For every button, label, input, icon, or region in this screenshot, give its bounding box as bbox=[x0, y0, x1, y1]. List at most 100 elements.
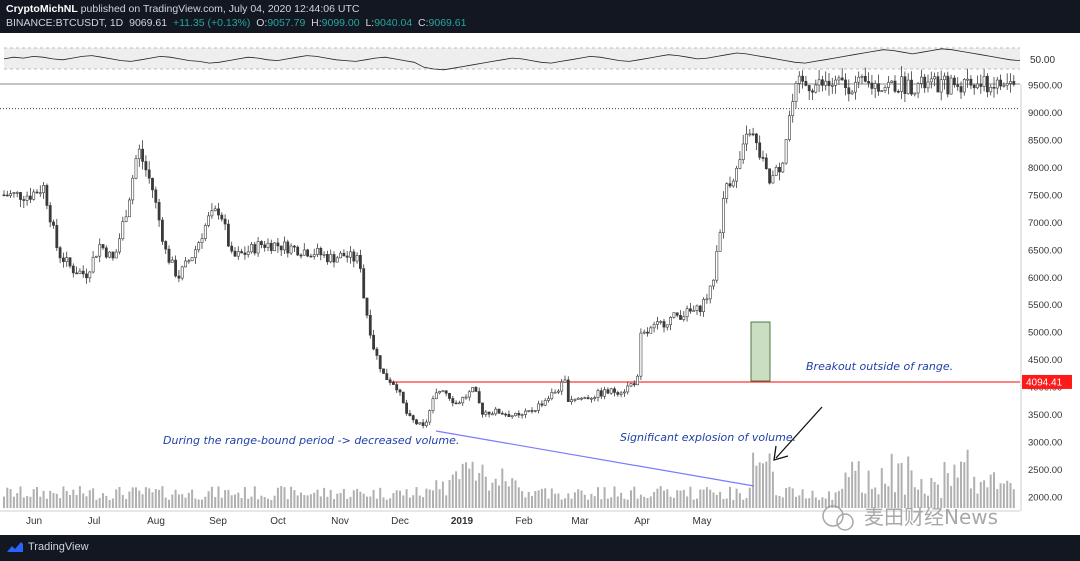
volume-bar bbox=[135, 487, 137, 508]
volume-bar bbox=[877, 494, 880, 508]
volume-bar bbox=[963, 462, 966, 508]
volume-bar bbox=[131, 487, 134, 508]
candle bbox=[626, 382, 630, 395]
footer-brand[interactable]: TradingView bbox=[28, 541, 89, 553]
candle bbox=[933, 72, 937, 87]
volume-bar bbox=[158, 489, 161, 508]
candle bbox=[131, 174, 135, 205]
volume-bar bbox=[610, 497, 613, 508]
candle bbox=[88, 270, 92, 283]
candle bbox=[104, 245, 108, 259]
candle bbox=[372, 330, 376, 351]
volume-bar bbox=[455, 471, 458, 508]
volume-bar bbox=[92, 488, 95, 508]
volume-bar bbox=[39, 496, 42, 508]
candle bbox=[38, 185, 42, 197]
price-tick-label: 3500.00 bbox=[1028, 410, 1062, 421]
volume-bar bbox=[108, 499, 111, 508]
candle bbox=[45, 183, 49, 210]
volume-bar bbox=[362, 493, 365, 508]
candle bbox=[916, 81, 920, 99]
volume-bar bbox=[742, 499, 745, 508]
candle bbox=[566, 376, 570, 402]
candle bbox=[266, 238, 270, 252]
volume-bar bbox=[144, 487, 147, 508]
candle bbox=[398, 388, 402, 396]
candle bbox=[487, 411, 491, 418]
time-tick-label: Jul bbox=[88, 516, 101, 527]
volume-bar bbox=[692, 499, 695, 508]
volume-bar bbox=[283, 487, 286, 508]
volume-bar bbox=[504, 481, 507, 508]
candle bbox=[550, 388, 554, 401]
volume-bar bbox=[105, 495, 108, 508]
volume-bar bbox=[979, 481, 982, 508]
volume-bar bbox=[811, 490, 814, 508]
volume-bar bbox=[686, 496, 689, 508]
symbol-label[interactable]: BINANCE:BTCUSDT, 1D bbox=[6, 17, 124, 29]
volume-bar bbox=[62, 486, 65, 508]
candle bbox=[685, 305, 689, 322]
volume-bar bbox=[346, 498, 349, 508]
volume-bar bbox=[527, 491, 530, 508]
volume-bar bbox=[366, 496, 368, 508]
volume-bar bbox=[960, 461, 962, 508]
volume-bar bbox=[118, 486, 121, 508]
volume-bar bbox=[422, 497, 425, 508]
candle bbox=[807, 84, 811, 100]
volume-bar bbox=[227, 490, 230, 508]
published-text: published on TradingView.com, July 04, 2… bbox=[80, 3, 360, 15]
candle bbox=[316, 243, 319, 258]
candle bbox=[794, 80, 798, 109]
candle bbox=[411, 414, 415, 423]
volume-bar bbox=[702, 489, 705, 508]
candle bbox=[781, 161, 785, 173]
volume-bar bbox=[560, 499, 563, 508]
candle bbox=[533, 409, 537, 413]
candle bbox=[679, 310, 682, 320]
candle bbox=[22, 195, 26, 209]
candle bbox=[269, 239, 273, 254]
time-axis[interactable]: Jun Jul Aug Sep Oct Nov Dec 2019 Feb Mar Apr May bbox=[26, 516, 712, 527]
candle bbox=[349, 246, 352, 264]
volume-bar bbox=[765, 461, 768, 508]
candle bbox=[840, 68, 844, 81]
tradingview-logo-icon[interactable] bbox=[6, 540, 24, 554]
volume-bar bbox=[950, 486, 953, 508]
candle bbox=[665, 324, 669, 331]
candle bbox=[365, 297, 369, 319]
volume-bar bbox=[125, 499, 128, 508]
candle bbox=[728, 176, 732, 189]
volume-bar bbox=[953, 464, 956, 508]
volume-bar bbox=[286, 499, 289, 508]
open-value: 9057.79 bbox=[267, 17, 306, 29]
volume-bar bbox=[438, 489, 441, 508]
candle bbox=[114, 249, 118, 259]
candle bbox=[128, 197, 131, 218]
candle bbox=[98, 238, 102, 263]
price-chart[interactable]: 50.00 9500.00 9000.00 8500.00 8000.00 7500.0… bbox=[0, 33, 1080, 535]
price-axis[interactable]: 9500.00 9000.00 8500.00 8000.00 7500.00 7000.… bbox=[1028, 81, 1062, 504]
volume-bar bbox=[55, 493, 58, 508]
candle bbox=[979, 74, 983, 94]
candle bbox=[144, 155, 148, 177]
candle bbox=[180, 265, 184, 281]
author-name[interactable]: CryptoMichNL bbox=[6, 3, 78, 15]
volume-bar bbox=[253, 486, 256, 508]
volume-bar bbox=[870, 489, 873, 508]
candle bbox=[636, 374, 640, 386]
candle bbox=[817, 69, 821, 92]
volume-bar bbox=[52, 493, 55, 508]
volume-bar bbox=[666, 489, 669, 508]
candle bbox=[322, 251, 326, 259]
volume-bar bbox=[669, 496, 672, 508]
volume-bar bbox=[834, 492, 837, 508]
volume-bar bbox=[9, 489, 12, 508]
volume-bar bbox=[138, 490, 141, 508]
volume-bar bbox=[649, 496, 652, 508]
candle bbox=[946, 71, 950, 98]
volume-bar bbox=[590, 493, 593, 508]
volume-bar bbox=[352, 490, 355, 508]
volume-bar bbox=[646, 498, 649, 508]
volume-bar bbox=[88, 490, 91, 508]
